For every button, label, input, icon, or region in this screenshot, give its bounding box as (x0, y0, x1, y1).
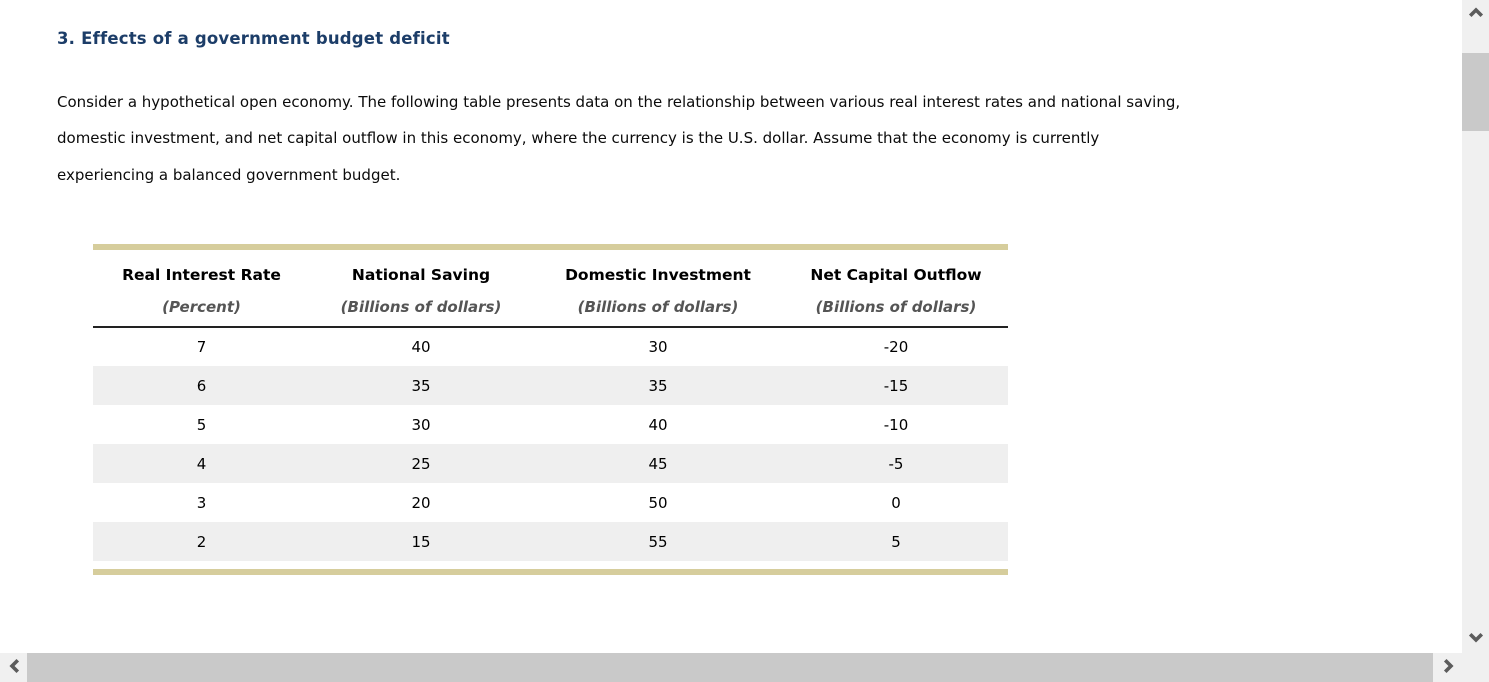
cell-saving: 20 (411, 493, 431, 512)
cell-rate: 5 (196, 415, 207, 434)
scroll-up-button[interactable] (1462, 0, 1489, 27)
cell-saving: 15 (411, 532, 431, 551)
table-row: 2 15 55 5 (93, 522, 1008, 561)
cell-invest: 50 (648, 493, 668, 512)
cell-invest: 30 (648, 338, 668, 356)
horizontal-scrollbar-thumb[interactable] (27, 653, 1433, 682)
cell-invest: 40 (648, 415, 668, 434)
col-label: Net Capital Outflow (810, 266, 982, 284)
paragraph-line: Consider a hypothetical open economy. Th… (57, 93, 1181, 111)
page-title: 3. Effects of a government budget defici… (57, 29, 450, 48)
data-table: Real Interest Rate (Percent) National Sa… (93, 244, 1008, 575)
content-area: 3. Effects of a government budget defici… (57, 29, 1437, 575)
col-header-domestic-investment: Domestic Investment (Billions of dollars… (532, 250, 784, 328)
chevron-up-icon (1468, 4, 1484, 24)
table-header-row: Real Interest Rate (Percent) National Sa… (93, 250, 1008, 328)
table-top-accent-bar (93, 244, 1008, 250)
col-label: National Saving (351, 266, 491, 284)
table-row: 4 25 45 -5 (93, 444, 1008, 483)
table-bottom-gap (93, 561, 1008, 569)
col-unit: (Billions of dollars) (340, 298, 502, 316)
intro-paragraph: Consider a hypothetical open economy. Th… (57, 84, 1437, 193)
col-unit: (Billions of dollars) (577, 298, 739, 316)
cell-outflow: 5 (891, 532, 901, 551)
cell-rate: 4 (196, 454, 207, 473)
scroll-left-button[interactable] (0, 653, 27, 682)
table-row: 3 20 50 0 (93, 483, 1008, 522)
rates-table: Real Interest Rate (Percent) National Sa… (93, 250, 1008, 561)
chevron-right-icon (1441, 658, 1457, 678)
vertical-scrollbar[interactable] (1462, 0, 1489, 653)
col-header-net-capital-outflow: Net Capital Outflow (Billions of dollars… (784, 250, 1008, 328)
scroll-down-button[interactable] (1462, 626, 1489, 653)
col-label: Domestic Investment (565, 266, 751, 284)
cell-saving: 25 (411, 454, 431, 473)
cell-saving: 40 (411, 338, 431, 356)
cell-invest: 35 (648, 376, 668, 395)
cell-rate: 2 (196, 532, 207, 551)
cell-outflow: 0 (891, 493, 901, 512)
cell-outflow: -5 (888, 454, 904, 473)
cell-outflow: -20 (883, 338, 909, 356)
cell-rate: 7 (196, 338, 207, 356)
cell-rate: 6 (196, 376, 207, 395)
col-unit: (Billions of dollars) (815, 298, 977, 316)
paragraph-line: domestic investment, and net capital out… (57, 129, 1100, 148)
col-unit: (Percent) (162, 298, 241, 316)
chevron-left-icon (6, 658, 22, 678)
table-row: 5 30 40 -10 (93, 405, 1008, 444)
cell-saving: 30 (411, 415, 431, 434)
table-row: 6 35 35 -15 (93, 366, 1008, 405)
scroll-right-button[interactable] (1436, 653, 1462, 682)
vertical-scrollbar-thumb[interactable] (1462, 53, 1489, 131)
col-label: Real Interest Rate (122, 266, 281, 284)
cell-outflow: -15 (883, 376, 909, 395)
cell-saving: 35 (411, 376, 431, 395)
table-row: 7 40 30 -20 (93, 327, 1008, 366)
paragraph-line: experiencing a balanced government budge… (57, 165, 401, 184)
cell-invest: 55 (648, 532, 668, 551)
cell-rate: 3 (196, 493, 207, 512)
cell-outflow: -10 (883, 415, 909, 434)
cell-invest: 45 (648, 454, 668, 473)
horizontal-scrollbar[interactable] (0, 653, 1489, 682)
chevron-down-icon (1468, 630, 1484, 650)
col-header-national-saving: National Saving (Billions of dollars) (310, 250, 532, 328)
table-bottom-accent-bar (93, 569, 1008, 575)
col-header-real-interest-rate: Real Interest Rate (Percent) (93, 250, 310, 328)
